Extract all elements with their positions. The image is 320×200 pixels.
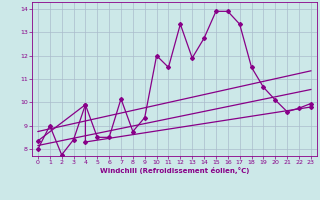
X-axis label: Windchill (Refroidissement éolien,°C): Windchill (Refroidissement éolien,°C): [100, 167, 249, 174]
